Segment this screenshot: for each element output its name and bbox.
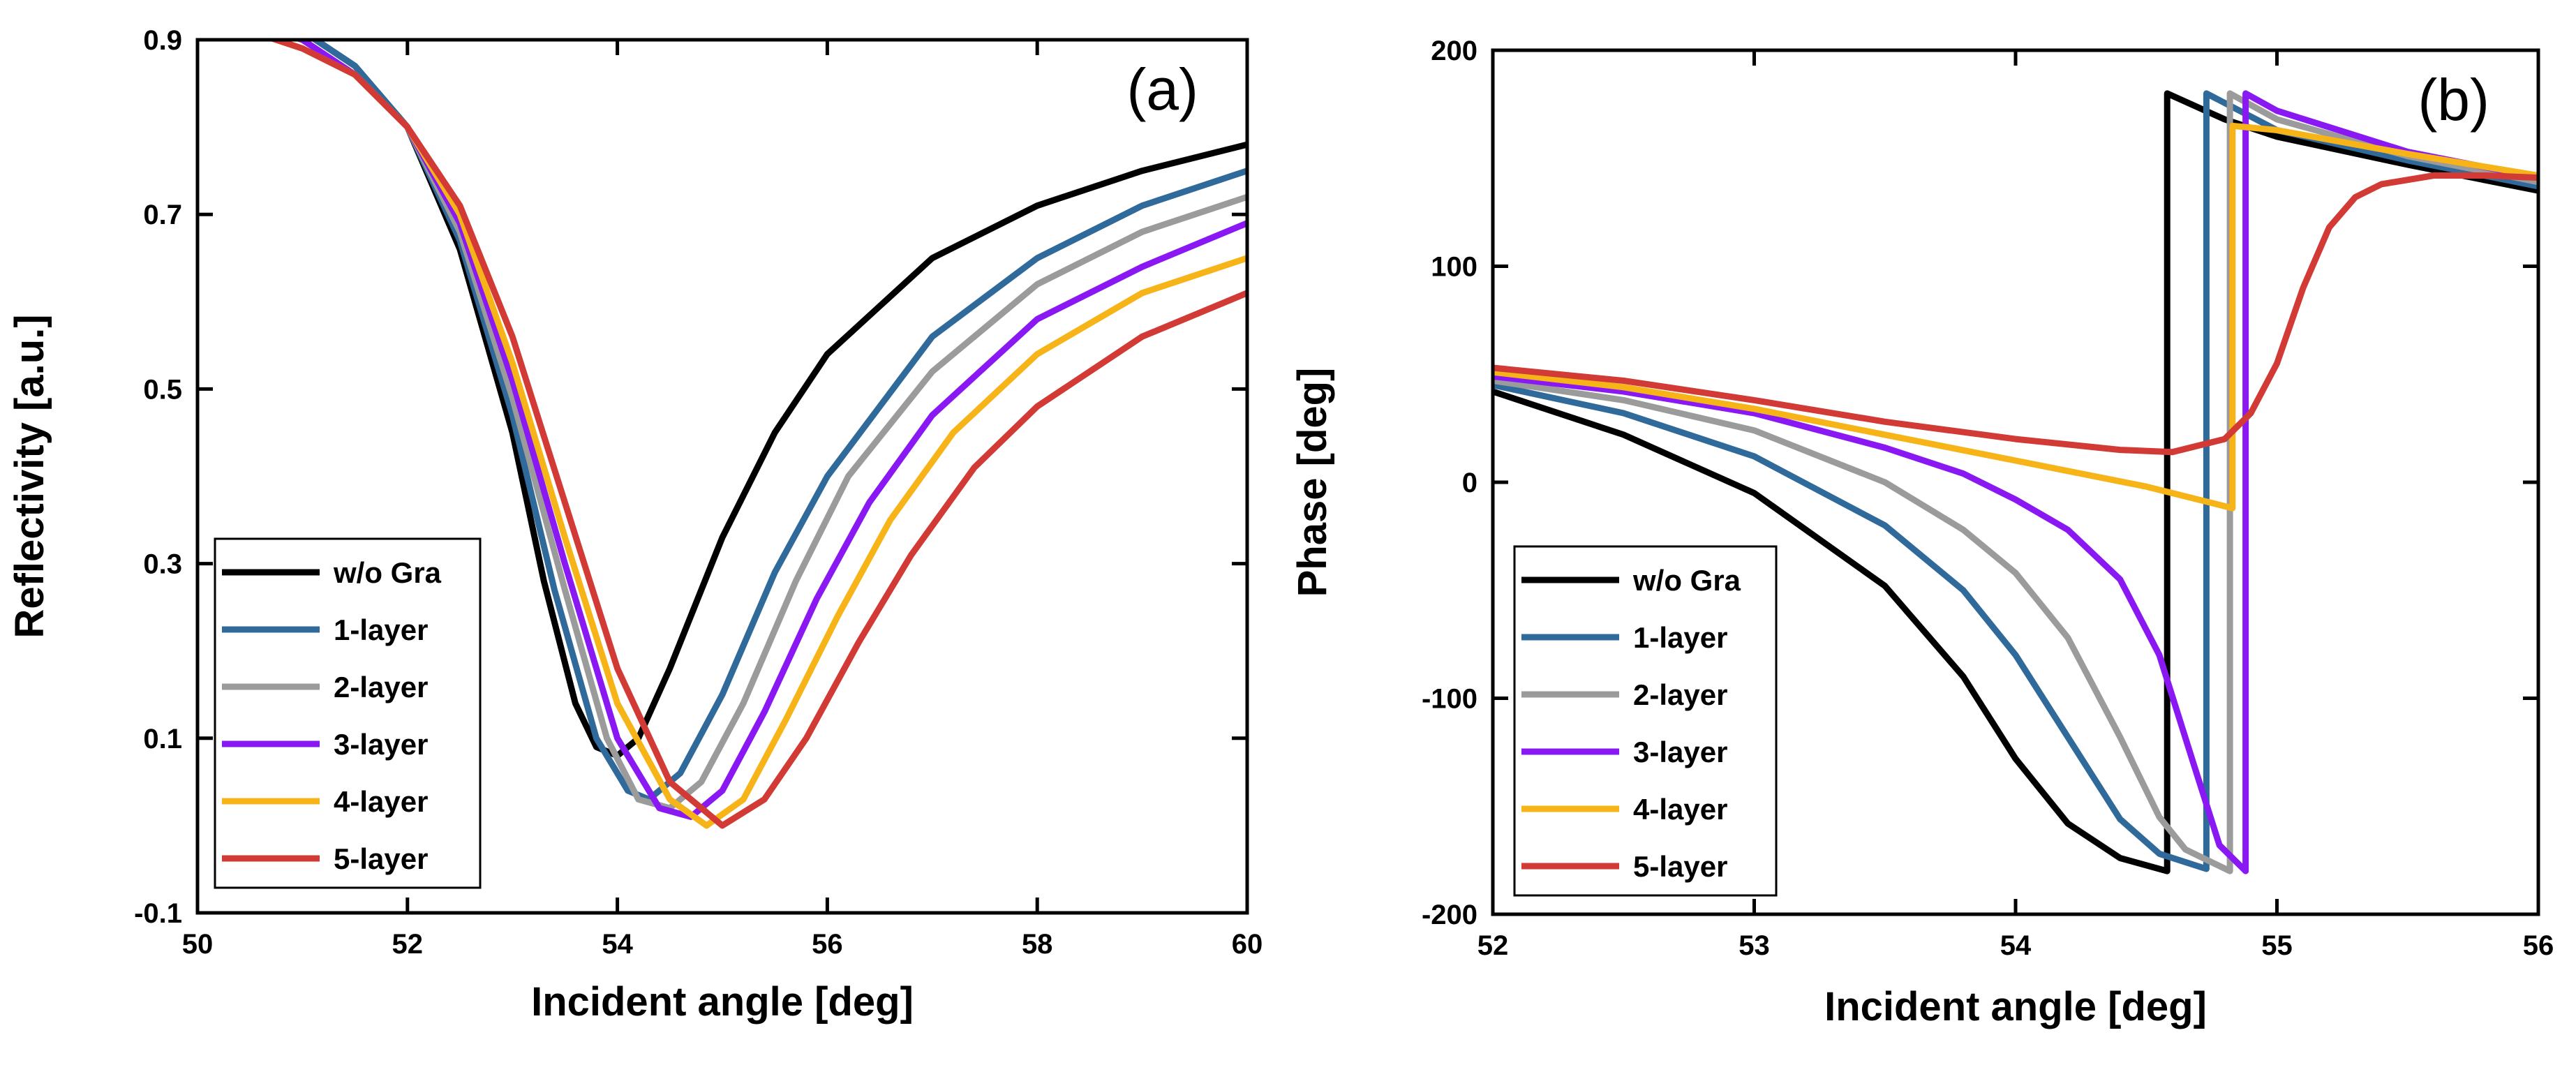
series-line-5-layer — [1493, 172, 2538, 456]
x-axis-label: Incident angle [deg] — [1824, 984, 2207, 1029]
y-tick-label: 200 — [1431, 36, 1477, 66]
y-tick-label: 100 — [1431, 252, 1477, 283]
x-tick-label: 60 — [1232, 929, 1263, 960]
x-tick-label: 58 — [1022, 929, 1053, 960]
series-line-1-layer — [1493, 90, 2538, 872]
legend-label: 4-layer — [1633, 793, 1727, 826]
series-line-3-layer — [1493, 90, 2538, 874]
y-axis-label: Reflectivity [a.u.] — [7, 314, 52, 638]
x-tick-label: 56 — [812, 929, 843, 960]
x-tick-label: 50 — [182, 929, 214, 960]
legend-label: 4-layer — [334, 785, 428, 818]
y-tick-label: 0.5 — [143, 374, 182, 405]
y-tick-label: 0.1 — [143, 724, 182, 754]
y-tick-label: 0.3 — [143, 549, 182, 580]
x-tick-label: 54 — [2000, 930, 2032, 961]
legend-label: 1-layer — [334, 613, 428, 646]
series-line-2-layer — [1493, 90, 2538, 874]
series-line-4-layer — [1493, 122, 2538, 512]
y-tick-label: 0.9 — [143, 25, 182, 56]
y-tick-label: 0.7 — [143, 200, 182, 230]
legend-label: 1-layer — [1633, 621, 1727, 654]
y-tick-label: -0.1 — [134, 898, 182, 929]
legend-label: w/o Gra — [1632, 564, 1741, 597]
legend-label: 2-layer — [1633, 678, 1727, 711]
x-axis-label: Incident angle [deg] — [531, 979, 914, 1025]
y-tick-label: -100 — [1422, 684, 1477, 715]
plot-frame — [195, 38, 1249, 915]
legend-label: w/o Gra — [333, 556, 442, 589]
legend-label: 5-layer — [1633, 850, 1727, 883]
legend-label: 3-layer — [1633, 736, 1727, 768]
legend-label: 3-layer — [334, 728, 428, 761]
x-tick-label: 52 — [392, 929, 424, 960]
legend: w/o Gra 1-layer 2-layer 3-layer 4-layer 5-lay… — [214, 537, 482, 889]
series-line-5-layer — [266, 40, 1247, 829]
panel-label: (b) — [2418, 67, 2489, 133]
x-tick-label: 55 — [2261, 930, 2293, 961]
panel-a-reflectivity-chart: 50 52 54 56 58 60 -0.1 0.1 0.3 0.5 0.7 0.9 Incident … — [7, 25, 1263, 1025]
legend-box — [214, 537, 482, 889]
x-tick-label: 53 — [1739, 930, 1770, 961]
legend-label: 2-layer — [334, 671, 428, 703]
series-line-w-o-gra — [1493, 90, 2538, 874]
y-axis-label: Phase [deg] — [1290, 368, 1335, 597]
y-tick-label: 0 — [1462, 468, 1477, 498]
x-tick-label: 54 — [602, 929, 633, 960]
legend-label: 5-layer — [334, 842, 428, 875]
panel-label: (a) — [1126, 57, 1198, 122]
x-tick-label: 52 — [1477, 930, 1509, 961]
legend-box — [1513, 545, 1778, 897]
panel-b-phase-chart: 52 53 54 55 56 -200 -100 0 100 200 Incident angle … — [1290, 36, 2554, 1029]
legend: w/o Gra 1-layer 2-layer 3-layer 4-layer 5-lay… — [1513, 545, 1778, 897]
y-tick-label: -200 — [1422, 900, 1477, 930]
x-tick-label: 56 — [2523, 930, 2554, 961]
